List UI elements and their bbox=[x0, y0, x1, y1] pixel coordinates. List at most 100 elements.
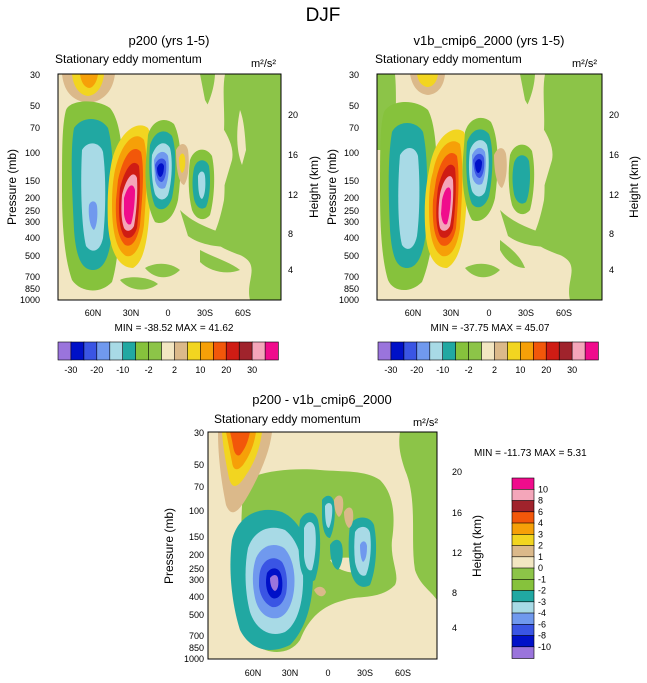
colorbar-label: -8 bbox=[538, 631, 546, 641]
colorbar-swatch bbox=[520, 341, 535, 361]
panel-a-right-tick: 20 bbox=[288, 110, 298, 120]
panel-b-ylabel: Pressure (mb) bbox=[325, 149, 339, 225]
panel-b-x-tick: 60N bbox=[405, 308, 422, 318]
panel-c-y-tick: 300 bbox=[189, 575, 204, 585]
panel-a-y-tick: 70 bbox=[30, 123, 40, 133]
page-title: DJF bbox=[306, 5, 341, 26]
panel-c-y-tick: 70 bbox=[194, 482, 204, 492]
colorbar-label: -30 bbox=[384, 365, 397, 375]
panel-c-right-tick: 8 bbox=[452, 588, 457, 598]
panel-b-right-tick: 8 bbox=[609, 229, 614, 239]
panel-c-x-ticks: 60N 30N 0 30S 60S bbox=[245, 668, 411, 678]
panel-a-frame bbox=[57, 73, 282, 301]
panel-b-x-tick: 60S bbox=[556, 308, 572, 318]
panel-c-y-tick: 1000 bbox=[184, 654, 204, 664]
colorbar-swatch bbox=[57, 341, 72, 361]
colorbar-swatch bbox=[96, 341, 111, 361]
panel-a-stats: MIN = -38.52 MAX = 41.62 bbox=[115, 323, 234, 334]
panel-a-y-ticks: 30 50 70 100 150 200 250 300 400 500 700… bbox=[20, 70, 40, 305]
panel-b-y-tick: 1000 bbox=[339, 295, 359, 305]
colorbar-label: -30 bbox=[64, 365, 77, 375]
colorbar-label: 4 bbox=[538, 518, 543, 528]
panel-b-right-tick: 4 bbox=[609, 265, 614, 275]
panel-b-title: v1b_cmip6_2000 (yrs 1-5) bbox=[413, 33, 564, 48]
panel-b-y-tick: 400 bbox=[344, 233, 359, 243]
panel-a-x-tick: 30N bbox=[123, 308, 140, 318]
panel-b-y-tick: 500 bbox=[344, 251, 359, 261]
colorbar-label: -10 bbox=[436, 365, 449, 375]
colorbar-swatch bbox=[571, 341, 586, 361]
colorbar-label: 20 bbox=[221, 365, 231, 375]
panel-b-right-tick: 20 bbox=[609, 110, 619, 120]
colorbar-label: 10 bbox=[515, 365, 525, 375]
colorbar-swatch bbox=[532, 341, 547, 361]
panel-b-y-tick: 850 bbox=[344, 284, 359, 294]
colorbar-label: -3 bbox=[538, 597, 546, 607]
colorbar-label: 30 bbox=[567, 365, 577, 375]
colorbar-label: 3 bbox=[538, 529, 543, 539]
colorbar-swatch bbox=[109, 341, 124, 361]
colorbar-swatch bbox=[70, 341, 85, 361]
panel-a-right-tick: 8 bbox=[288, 229, 293, 239]
panel-b-y-tick: 700 bbox=[344, 272, 359, 282]
panel-c-y-ticks: 30 50 70 100 150 200 250 300 400 500 700… bbox=[184, 428, 204, 664]
colorbar-swatch bbox=[511, 635, 535, 648]
panel-b-frame bbox=[376, 73, 603, 301]
colorbar-swatch bbox=[584, 341, 599, 361]
colorbar-swatch bbox=[545, 341, 560, 361]
panel-c-y-tick: 30 bbox=[194, 428, 204, 438]
panel-b-y-tick: 70 bbox=[349, 123, 359, 133]
panel-a-ylabel-right: Height (km) bbox=[307, 156, 321, 218]
panel-a-y-tick: 100 bbox=[25, 148, 40, 158]
colorbar-label: -10 bbox=[538, 642, 551, 652]
colorbar-swatch bbox=[511, 488, 535, 502]
colorbar-swatch bbox=[511, 500, 535, 513]
colorbar-swatch bbox=[83, 341, 98, 361]
panel-a-x-ticks: 60N 30N 0 30S 60S bbox=[85, 308, 251, 318]
panel-a-ylabel: Pressure (mb) bbox=[5, 149, 19, 225]
colorbar-swatch bbox=[494, 341, 509, 361]
colorbar-swatch bbox=[251, 341, 266, 361]
panel-a-y-tick: 300 bbox=[25, 217, 40, 227]
panel-a-right-tick: 16 bbox=[288, 150, 298, 160]
colorbar-label: 10 bbox=[538, 484, 548, 494]
panel-c-y-tick: 850 bbox=[189, 643, 204, 653]
panel-b-x-tick: 30S bbox=[518, 308, 534, 318]
colorbar-swatch bbox=[238, 341, 253, 361]
colorbar-swatch bbox=[558, 341, 573, 361]
colorbar-label: -2 bbox=[538, 586, 546, 596]
colorbar-swatch bbox=[429, 341, 444, 361]
colorbar-label: -2 bbox=[465, 365, 473, 375]
panel-c-title: p200 - v1b_cmip6_2000 bbox=[252, 392, 392, 407]
colorbar-swatch bbox=[390, 341, 405, 361]
panel-c-x-tick: 0 bbox=[325, 668, 330, 678]
panel-b-x-tick: 0 bbox=[486, 308, 491, 318]
colorbar-swatch bbox=[481, 341, 496, 361]
panel-c-x-tick: 60S bbox=[395, 668, 411, 678]
panel-c-y-tick: 200 bbox=[189, 550, 204, 560]
panel-a-x-tick: 60S bbox=[235, 308, 251, 318]
panel-b-y-tick: 200 bbox=[344, 193, 359, 203]
panel-a-y-tick: 30 bbox=[30, 70, 40, 80]
colorbar-label: 8 bbox=[538, 496, 543, 506]
panel-c-units: m²/s² bbox=[413, 417, 438, 429]
colorbar-swatch bbox=[416, 341, 431, 361]
panel-c-stats: MIN = -11.73 MAX = 5.31 bbox=[474, 448, 587, 459]
panel-b-ylabel-right: Height (km) bbox=[627, 156, 641, 218]
panel-a-colorbar: -30 -20 -10 -2 2 10 20 30 bbox=[57, 341, 279, 375]
panel-a-x-tick: 0 bbox=[165, 308, 170, 318]
colorbar-label: 20 bbox=[541, 365, 551, 375]
panel-c-frame bbox=[207, 431, 438, 660]
colorbar-label: 1 bbox=[538, 552, 543, 562]
panel-b-contours bbox=[377, 74, 602, 300]
panel-c-right-tick: 4 bbox=[452, 623, 457, 633]
panel-b-y-ticks: 30 50 70 100 150 200 250 300 400 500 700… bbox=[339, 70, 359, 305]
panel-b-subtitle: Stationary eddy momentum bbox=[375, 52, 522, 66]
panel-b-right-tick: 16 bbox=[609, 150, 619, 160]
colorbar-label: 0 bbox=[538, 563, 543, 573]
colorbar-label: 6 bbox=[538, 507, 543, 517]
panel-c-y-tick: 100 bbox=[189, 506, 204, 516]
colorbar-swatch bbox=[511, 578, 535, 592]
panel-a-y-right-ticks: 20 16 12 8 4 bbox=[288, 110, 298, 275]
